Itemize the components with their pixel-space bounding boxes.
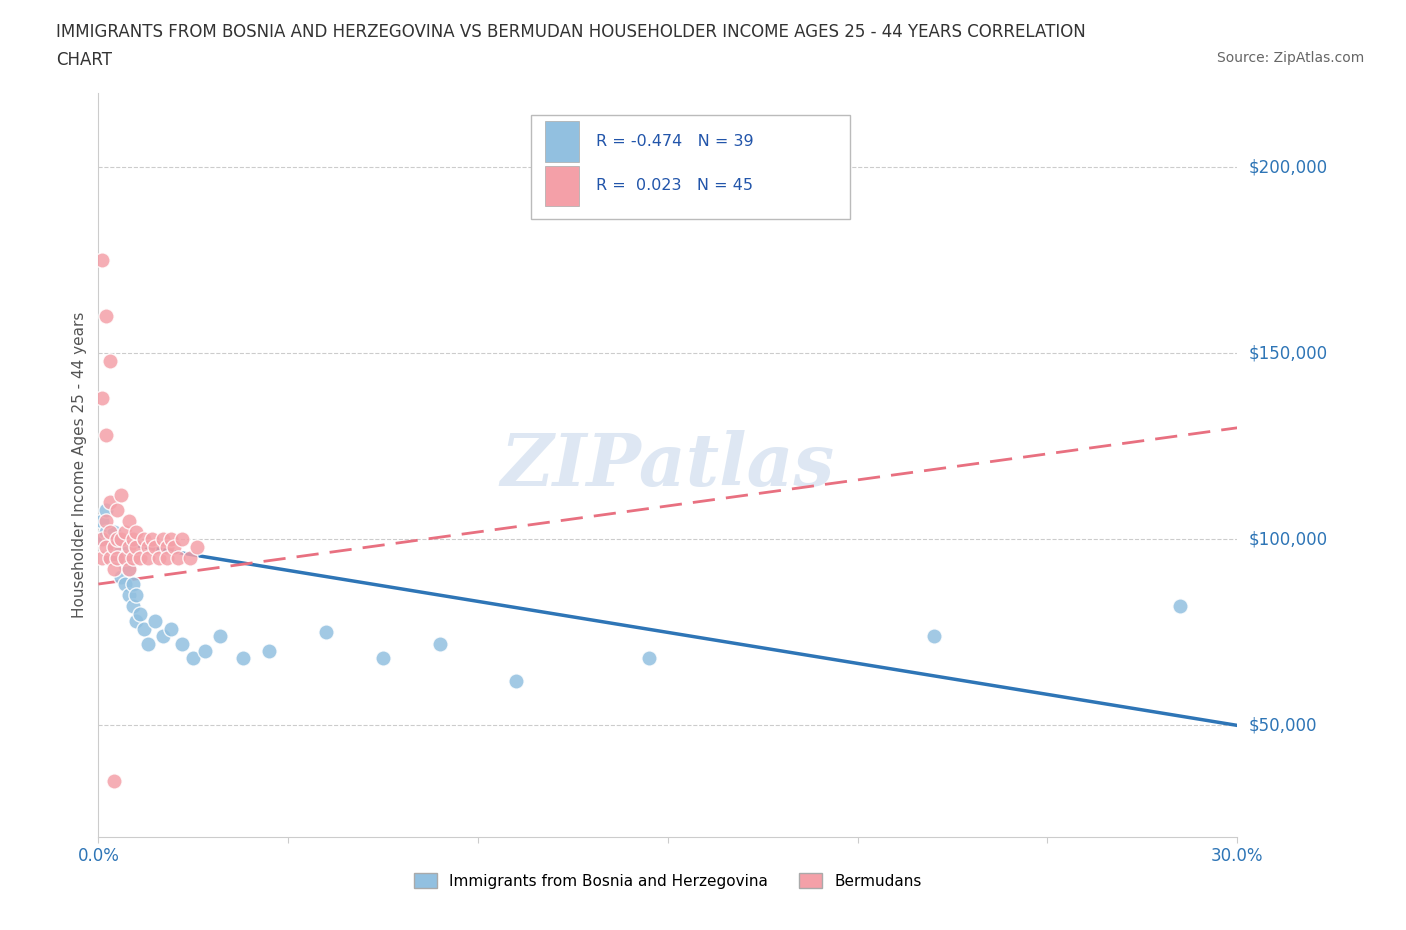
Point xyxy=(125,588,148,603)
Point xyxy=(129,606,152,621)
Text: $200,000: $200,000 xyxy=(1249,158,1327,177)
Point xyxy=(232,651,254,666)
Point xyxy=(114,558,136,573)
Point xyxy=(91,253,114,268)
Point xyxy=(208,629,231,644)
Y-axis label: Householder Income Ages 25 - 44 years: Householder Income Ages 25 - 44 years xyxy=(72,312,87,618)
Text: R =  0.023   N = 45: R = 0.023 N = 45 xyxy=(596,179,754,193)
Point xyxy=(107,532,129,547)
Point xyxy=(103,539,125,554)
Point xyxy=(132,532,155,547)
Point xyxy=(429,636,451,651)
Point xyxy=(94,539,117,554)
Point xyxy=(98,525,121,539)
Point xyxy=(125,614,148,629)
Point xyxy=(371,651,394,666)
Point xyxy=(179,551,201,565)
Point xyxy=(110,532,132,547)
Bar xyxy=(546,121,579,162)
Point xyxy=(94,525,117,539)
Point xyxy=(91,532,114,547)
Point xyxy=(152,629,174,644)
Point xyxy=(638,651,661,666)
Point xyxy=(129,551,152,565)
Point xyxy=(118,562,141,577)
Point xyxy=(118,562,141,577)
Point xyxy=(103,539,125,554)
Point xyxy=(259,644,281,658)
Point xyxy=(98,551,121,565)
Text: IMMIGRANTS FROM BOSNIA AND HERZEGOVINA VS BERMUDAN HOUSEHOLDER INCOME AGES 25 - : IMMIGRANTS FROM BOSNIA AND HERZEGOVINA V… xyxy=(56,23,1085,41)
Point xyxy=(170,532,193,547)
Point xyxy=(107,502,129,517)
Point xyxy=(118,539,141,554)
Point xyxy=(103,525,125,539)
Point xyxy=(91,532,114,547)
Point xyxy=(136,551,159,565)
Point xyxy=(94,513,117,528)
Point xyxy=(145,539,167,554)
Point xyxy=(121,577,143,591)
Point xyxy=(121,599,143,614)
Point xyxy=(114,525,136,539)
Point xyxy=(159,621,181,636)
Point xyxy=(107,532,129,547)
Text: $50,000: $50,000 xyxy=(1249,716,1317,735)
Point xyxy=(103,562,125,577)
Point xyxy=(103,774,125,789)
Bar xyxy=(546,166,579,206)
Point xyxy=(107,551,129,565)
Point xyxy=(121,532,143,547)
Point xyxy=(145,614,167,629)
Point xyxy=(141,532,163,547)
Point xyxy=(148,551,170,565)
Text: CHART: CHART xyxy=(56,51,112,69)
Text: $150,000: $150,000 xyxy=(1249,344,1327,363)
Point xyxy=(163,539,186,554)
Point xyxy=(922,629,945,644)
Point xyxy=(136,539,159,554)
Point xyxy=(183,651,205,666)
Point xyxy=(194,644,217,658)
Point xyxy=(94,428,117,443)
Point xyxy=(186,539,208,554)
Legend: Immigrants from Bosnia and Herzegovina, Bermudans: Immigrants from Bosnia and Herzegovina, … xyxy=(406,865,929,897)
Point xyxy=(91,551,114,565)
Point xyxy=(114,551,136,565)
Point xyxy=(156,539,179,554)
Point xyxy=(315,625,337,640)
Point xyxy=(159,532,181,547)
Point xyxy=(136,636,159,651)
Point xyxy=(114,577,136,591)
Point xyxy=(170,636,193,651)
Text: Source: ZipAtlas.com: Source: ZipAtlas.com xyxy=(1216,51,1364,65)
Point xyxy=(98,551,121,565)
Text: R = -0.474   N = 39: R = -0.474 N = 39 xyxy=(596,134,754,149)
Point xyxy=(107,551,129,565)
Point xyxy=(152,532,174,547)
Point xyxy=(156,551,179,565)
Point xyxy=(94,502,117,517)
FancyBboxPatch shape xyxy=(531,115,851,219)
Point xyxy=(110,569,132,584)
Point xyxy=(125,539,148,554)
Point xyxy=(132,621,155,636)
Point xyxy=(91,513,114,528)
Point xyxy=(110,487,132,502)
Point xyxy=(118,588,141,603)
Point xyxy=(125,525,148,539)
Text: $100,000: $100,000 xyxy=(1249,530,1327,549)
Point xyxy=(91,391,114,405)
Point xyxy=(98,353,121,368)
Point xyxy=(98,532,121,547)
Point xyxy=(118,513,141,528)
Point xyxy=(505,673,527,688)
Text: ZIPatlas: ZIPatlas xyxy=(501,430,835,500)
Point xyxy=(94,309,117,324)
Point xyxy=(1170,599,1192,614)
Point xyxy=(98,495,121,510)
Point xyxy=(121,551,143,565)
Point xyxy=(167,551,190,565)
Point xyxy=(110,543,132,558)
